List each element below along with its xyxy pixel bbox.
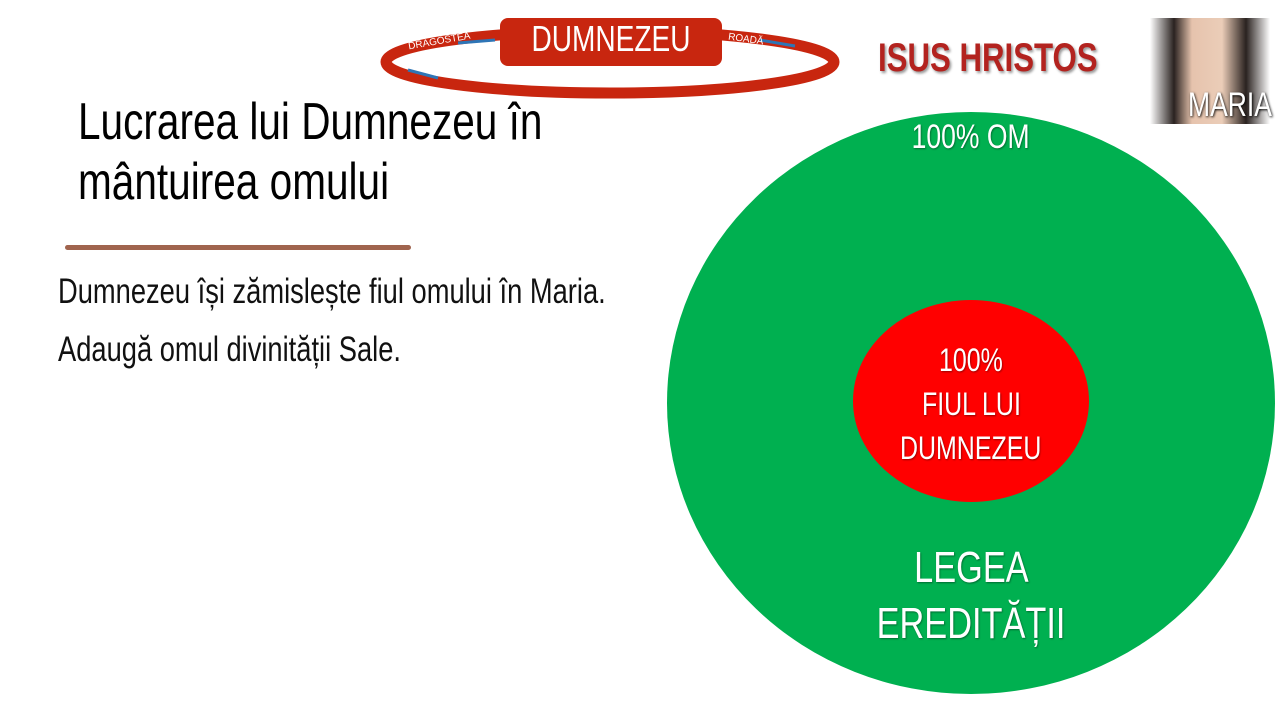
isus-hristos-label: ISUS HRISTOS xyxy=(878,36,1098,80)
maria-photo xyxy=(1150,18,1270,124)
cycle-center: DUMNEZEU xyxy=(531,18,691,59)
dumnezeu-box xyxy=(500,18,722,66)
cycle-diagram xyxy=(380,18,840,99)
slide-title: Lucrarea lui Dumnezeu în mântuirea omului xyxy=(78,93,543,211)
inner-label: 100% FIUL LUI DUMNEZEU xyxy=(900,342,1042,466)
arrow-left-icon xyxy=(457,38,496,45)
title-underline xyxy=(65,245,411,250)
arrow-bottom-icon xyxy=(407,68,439,80)
inner-circle xyxy=(853,300,1089,502)
body-line-1: Dumnezeu își zămislește fiul omului în M… xyxy=(58,272,606,311)
arrow-right-icon xyxy=(759,38,796,48)
body-line-2: Adaugă omul divinității Sale. xyxy=(58,330,401,369)
outer-bottom-label: LEGEA EREDITĂȚII xyxy=(876,543,1066,648)
maria-label: MARIA xyxy=(1188,86,1272,124)
outer-top-label: 100% OM xyxy=(912,118,1030,156)
